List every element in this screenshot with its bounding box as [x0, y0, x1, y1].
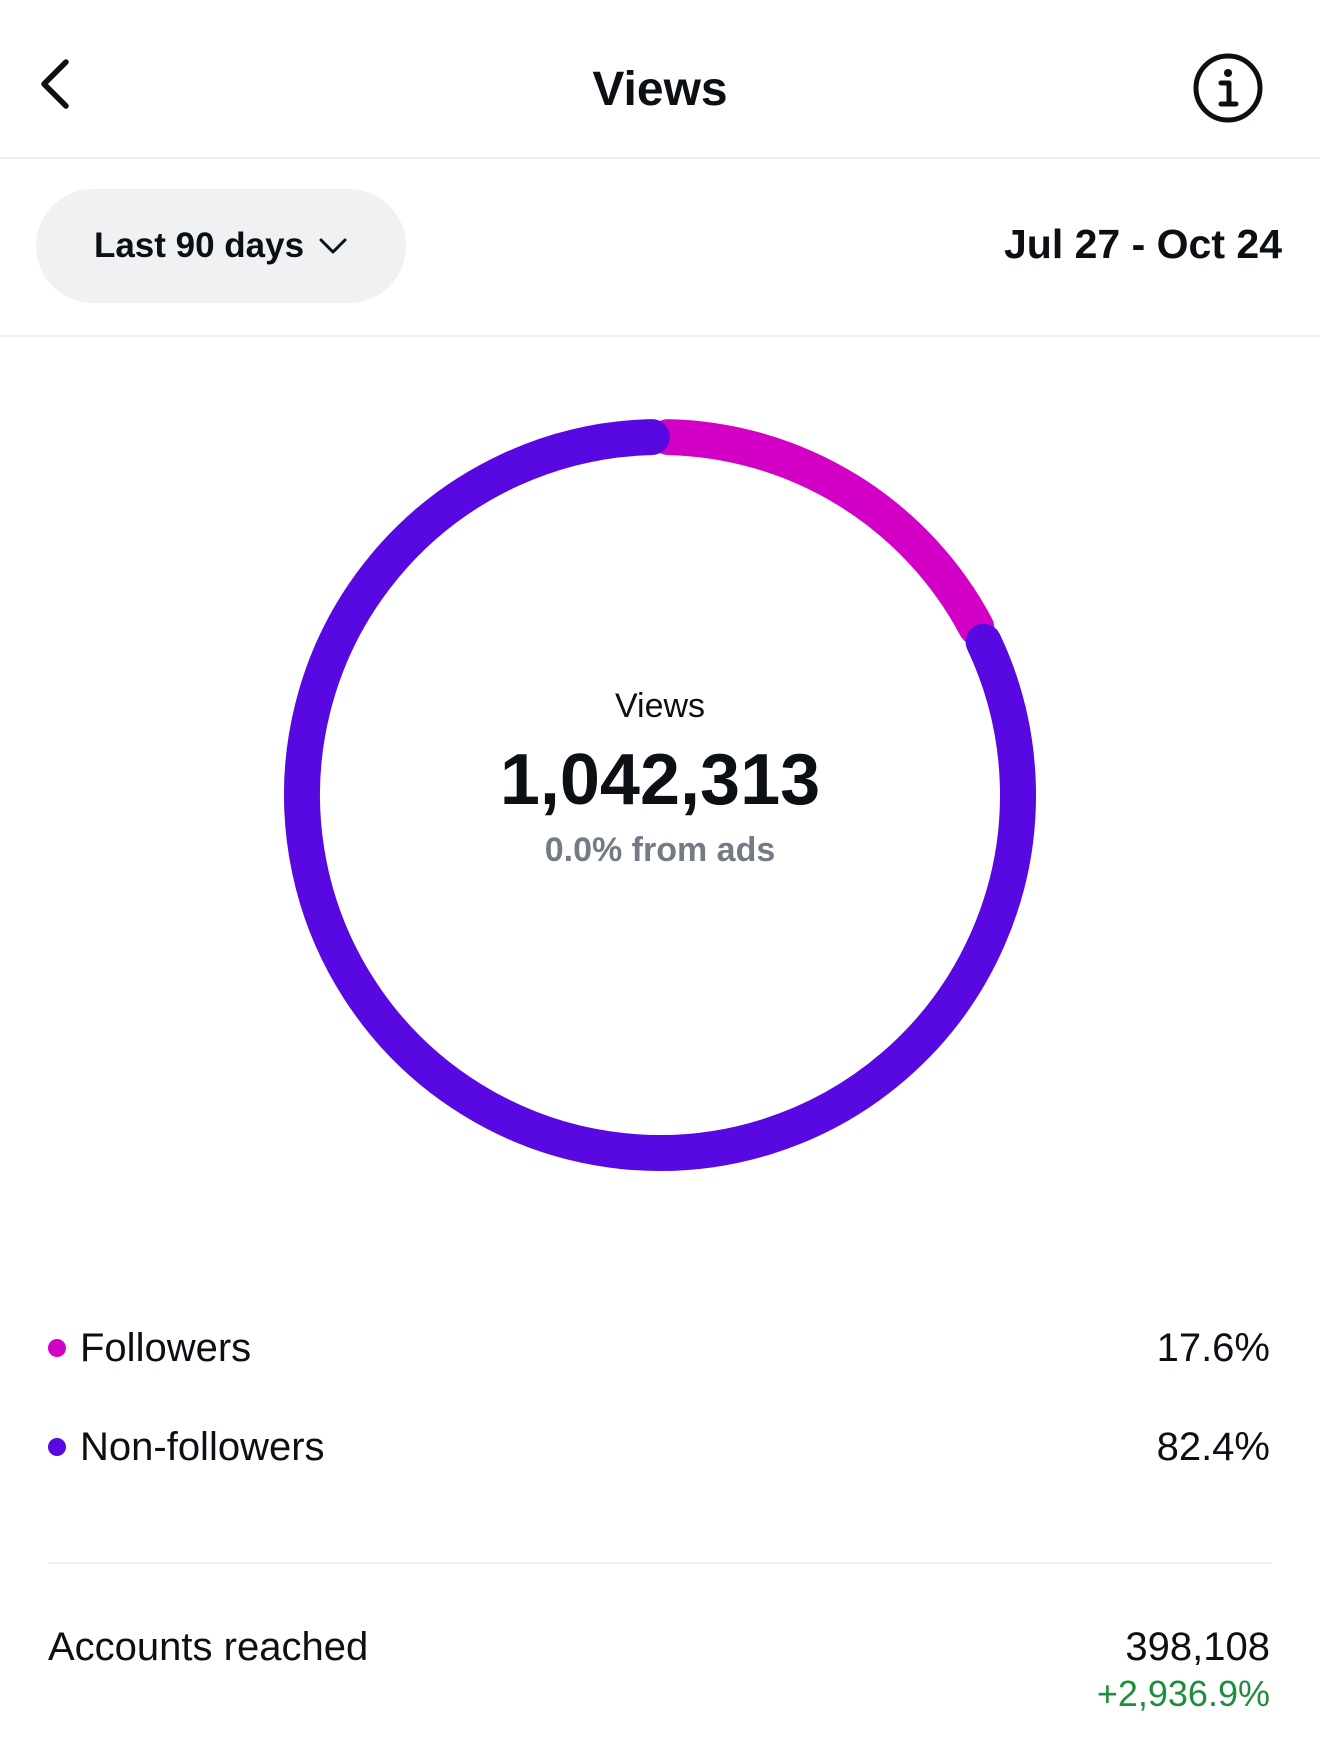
donut-slice-followers — [650, 419, 995, 646]
chevron-down-icon — [319, 238, 347, 254]
info-button[interactable] — [1192, 52, 1264, 124]
page-title: Views — [592, 63, 728, 116]
info-circle-icon — [1193, 53, 1263, 123]
views-donut-chart — [284, 419, 1036, 1171]
accounts-reached-label: Accounts reached — [48, 1625, 369, 1669]
views-label: Views — [614, 687, 706, 725]
legend-label: Non-followers — [80, 1424, 325, 1469]
donut-slice-non-followers — [284, 419, 1036, 1171]
followers-color-dot — [48, 1339, 66, 1357]
legend-label: Followers — [80, 1325, 252, 1370]
views-total: 1,042,313 — [499, 740, 821, 820]
header-bar: Views — [0, 0, 1320, 159]
donut-center: Views 1,042,313 0.0% from ads — [280, 415, 1040, 1175]
legend-value: 82.4% — [1156, 1424, 1270, 1469]
date-range-text: Jul 27 - Oct 24 — [1003, 221, 1282, 267]
legend-value: 17.6% — [1156, 1325, 1270, 1370]
accounts-reached-value: 398,108 — [1125, 1625, 1270, 1669]
date-range-dropdown-label: Last 90 days — [93, 226, 305, 265]
filter-bar: Last 90 days Jul 27 - Oct 24 — [0, 159, 1320, 337]
date-range-dropdown[interactable]: Last 90 days — [36, 189, 406, 303]
accounts-reached-change: +2,936.9% — [1096, 1673, 1270, 1714]
non-followers-color-dot — [48, 1438, 66, 1456]
legend-item-followers: Followers 17.6% — [48, 1318, 1270, 1378]
back-button[interactable] — [22, 48, 94, 120]
chevron-left-icon — [41, 59, 69, 109]
section-divider — [48, 1562, 1272, 1564]
legend-item-non-followers: Non-followers 82.4% — [48, 1417, 1270, 1477]
ads-percentage: 0.0% from ads — [544, 831, 776, 869]
